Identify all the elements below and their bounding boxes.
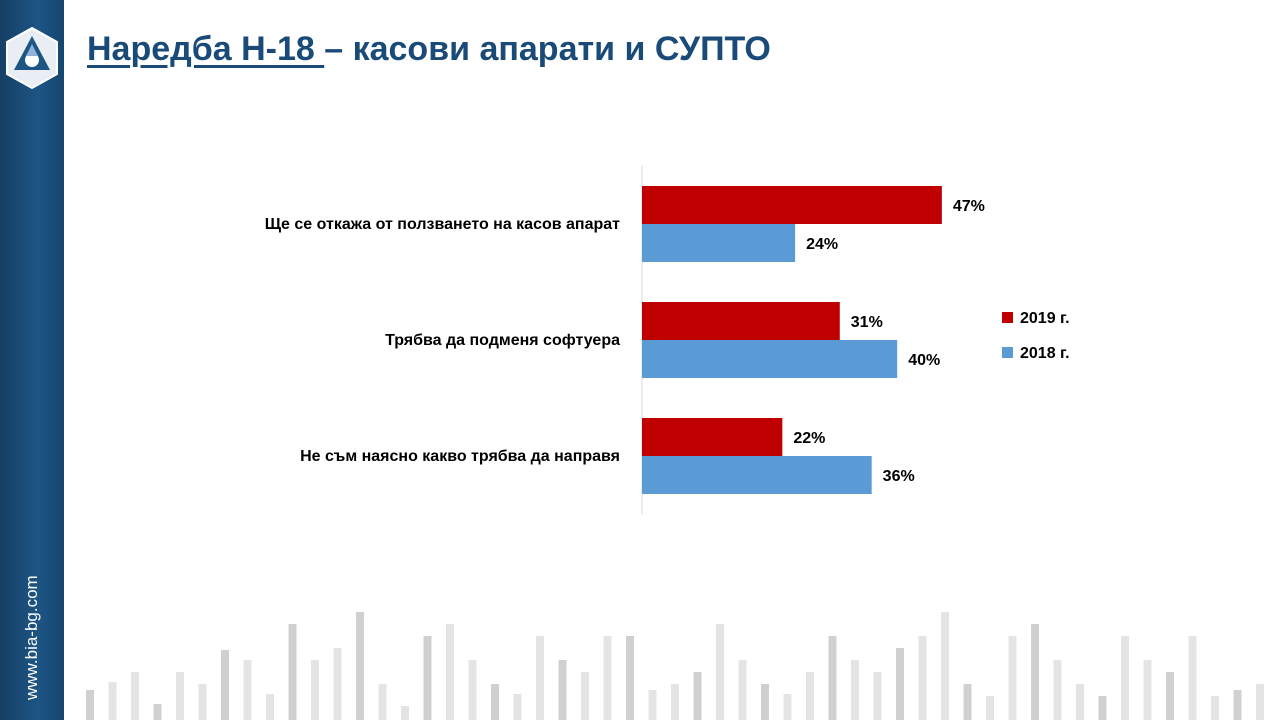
decorative-bar	[693, 672, 702, 720]
decorative-bar	[1031, 624, 1039, 720]
bar-2018	[642, 340, 898, 378]
bia-logo-icon	[6, 26, 58, 90]
decorative-bar	[243, 660, 252, 720]
decorative-bar	[761, 684, 769, 720]
decorative-bar	[378, 684, 387, 720]
bar-2019	[642, 186, 942, 224]
decorative-bar	[311, 660, 319, 720]
decorative-bar	[221, 650, 229, 720]
decorative-bar	[626, 636, 634, 720]
decorative-bar	[1076, 684, 1084, 720]
decorative-bar	[1233, 690, 1242, 720]
bar-2019	[642, 418, 783, 456]
bar-2019	[642, 302, 840, 340]
decorative-bar	[1256, 684, 1264, 720]
category-label: Трябва да подменя софтуера	[385, 332, 620, 349]
decorative-bar	[536, 636, 544, 720]
decorative-bar	[356, 612, 364, 720]
decorative-bar	[108, 682, 117, 720]
decorative-bar	[468, 660, 477, 720]
legend-swatch-2019	[1002, 312, 1013, 323]
title-rest: – касови апарати и СУПТО	[324, 30, 771, 68]
legend-label: 2018 г.	[1020, 345, 1070, 362]
decorative-bar	[896, 648, 904, 720]
decorative-bar	[491, 684, 499, 720]
decorative-bar	[828, 636, 837, 720]
decorative-bar	[941, 612, 949, 720]
decorative-bar	[513, 694, 522, 720]
legend-label: 2019 г.	[1020, 310, 1070, 327]
bar-2018	[642, 456, 872, 494]
decorative-bar	[648, 690, 657, 720]
decorative-bar	[716, 624, 724, 720]
decorative-bar	[873, 672, 882, 720]
decorative-bar	[581, 672, 589, 720]
decorative-bar	[1143, 660, 1152, 720]
category-label: Ще се откажа от ползването на касов апар…	[265, 216, 620, 233]
decorative-bar	[1098, 696, 1107, 720]
decorative-bar	[423, 636, 432, 720]
legend-swatch-2018	[1002, 347, 1013, 358]
decorative-bar	[918, 636, 927, 720]
data-label: 24%	[806, 236, 838, 253]
data-label: 36%	[883, 468, 915, 485]
decorative-bar	[1121, 636, 1129, 720]
decorative-bar	[1188, 636, 1197, 720]
decorative-bar	[671, 684, 679, 720]
decorative-bar	[738, 660, 747, 720]
data-label: 31%	[851, 314, 883, 331]
decorative-bar	[131, 672, 139, 720]
decorative-bar	[783, 694, 792, 720]
decorative-bar	[1053, 660, 1062, 720]
decorative-bar	[806, 672, 814, 720]
decorative-bar	[176, 672, 184, 720]
data-label: 40%	[908, 352, 940, 369]
category-label: Не съм наясно какво трябва да направя	[300, 448, 620, 465]
decorative-bar	[153, 704, 162, 720]
decorative-bar	[986, 696, 994, 720]
sidebar: www.bia-bg.com	[0, 0, 64, 720]
decorative-bar	[401, 706, 409, 720]
decorative-bar	[198, 684, 207, 720]
data-label: 47%	[953, 198, 985, 215]
decorative-bar	[851, 660, 859, 720]
decorative-bar	[603, 636, 612, 720]
bar-2018	[642, 224, 796, 262]
title-underlined: Наредба Н-18	[87, 30, 325, 68]
page-title: Наредба Н-18 – касови апарати и СУПТО	[87, 30, 771, 69]
data-label: 22%	[793, 430, 825, 447]
decorative-bar	[963, 684, 972, 720]
decorative-bar	[1008, 636, 1017, 720]
decorative-bar	[558, 660, 567, 720]
decorative-bar	[333, 648, 342, 720]
decorative-bars-background	[86, 612, 1264, 720]
decorative-bar	[1166, 672, 1174, 720]
decorative-bar	[288, 624, 297, 720]
decorative-bar	[86, 690, 94, 720]
decorative-bar	[1211, 696, 1219, 720]
decorative-bar	[446, 624, 454, 720]
decorative-bar	[266, 694, 274, 720]
